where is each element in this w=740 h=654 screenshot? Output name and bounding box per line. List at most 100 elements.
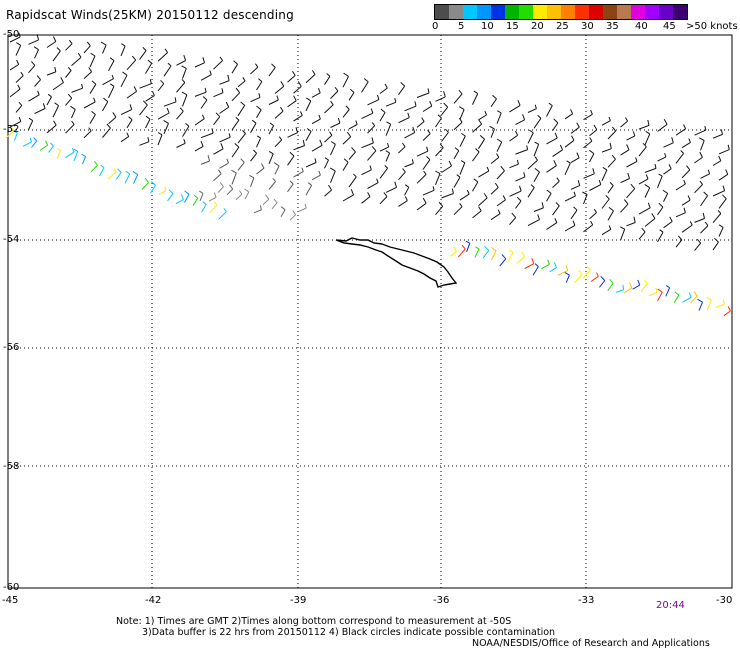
wind-barb-flag [71,148,75,153]
wind-barb-flag [635,157,638,162]
wind-barb-flag [16,59,20,65]
wind-barb [574,274,583,283]
wind-barb [422,105,433,112]
wind-barb [564,113,573,120]
wind-barb [549,267,557,273]
wind-barb [82,156,87,165]
wind-barb-flag [343,158,349,163]
wind-barb-flag [394,97,397,103]
wind-barb [398,117,410,124]
wind-barb-flag [300,111,303,116]
wind-barb [607,282,614,291]
wind-barb [34,79,41,87]
wind-barb [124,173,131,184]
wind-barb-flag [318,88,321,94]
wind-barb-flag [443,102,449,108]
wind-barb [496,112,502,124]
wind-barb [65,70,72,78]
wind-barb-flag [508,249,514,253]
wind-barb-flag [164,186,167,191]
wind-barb [90,165,98,173]
wind-barb-flag [486,166,490,172]
wind-barb [293,86,302,94]
wind-barb-flag [590,109,593,115]
wind-barb-flag [602,166,608,171]
wind-barb-flag [109,57,115,62]
wind-barb-flag [334,86,339,92]
wind-barb-flag [531,258,535,264]
wind-barb-flag [624,117,629,122]
wind-barb [287,132,298,138]
legend-label: 25 [556,21,569,32]
lon-label: -45 [2,595,19,606]
wind-barb [694,156,703,164]
wind-barb [398,200,408,207]
wind-barb-flag [644,279,648,284]
wind-barb [253,209,262,214]
wind-barb [385,101,396,107]
wind-barb-flag [693,291,698,297]
wind-barb-flag [181,78,186,83]
wind-barb-flag [435,170,441,175]
note-line-2: 3)Data buffer is 22 hrs from 20150112 4)… [142,627,556,638]
wind-barb-flag [13,130,18,134]
wind-barb-flag [496,153,500,158]
wind-barb-flag [662,189,668,194]
wind-barb-flag [273,162,280,167]
wind-barb [219,80,230,85]
legend-swatch [547,5,561,19]
wind-barb-flag [727,306,731,312]
wind-barb [552,122,559,131]
wind-barb [28,39,39,45]
wind-barb [607,158,616,168]
wind-barb [219,106,229,114]
wind-barb-flag [329,167,336,172]
wind-barb [237,133,246,144]
wind-barb [379,146,389,152]
wind-barb-flag [671,137,674,143]
wind-barb-flag [202,96,208,101]
wind-barb-flag [60,77,64,83]
wind-barb [139,104,148,116]
wind-barb-flag [629,282,633,289]
wind-barb [663,221,673,229]
wind-barb [5,130,15,139]
wind-barb-flag [56,47,61,52]
wind-barb-flag [554,218,558,223]
wind-barb-flag [369,165,372,170]
wind-barb [638,178,649,185]
wind-barb [712,213,722,224]
wind-barb-flag [645,174,649,180]
wind-barb-flag [160,79,165,85]
wind-barb [367,99,380,106]
wind-barb-flag [608,225,612,230]
wind-barb [342,161,349,171]
lon-label: -33 [578,595,595,606]
wind-barb-flag [647,119,650,126]
wind-barb [102,127,111,138]
wind-barb [607,185,614,194]
wind-barb-flag [218,169,222,175]
wind-barb-flag [199,190,204,194]
wind-barb-flag [179,107,184,112]
wind-barb [46,124,57,134]
wind-barb [516,256,526,264]
legend-label: 10 [481,21,494,32]
wind-barb [52,105,60,118]
wind-barb [175,199,184,205]
wind-barb-flag [566,160,571,164]
wind-barb-flag [492,94,497,100]
wind-barb [491,250,497,261]
wind-barb [435,147,444,157]
wind-barb-flag [589,137,593,142]
wind-barb [217,186,224,193]
wind-barb [657,175,663,188]
wind-barb-flag [421,117,425,122]
wind-barb-flag [680,150,684,154]
wind-barb [157,134,163,146]
wind-barb [712,190,725,197]
wind-barb [102,78,114,86]
wind-barb [509,104,521,113]
wind-barb [324,159,329,169]
